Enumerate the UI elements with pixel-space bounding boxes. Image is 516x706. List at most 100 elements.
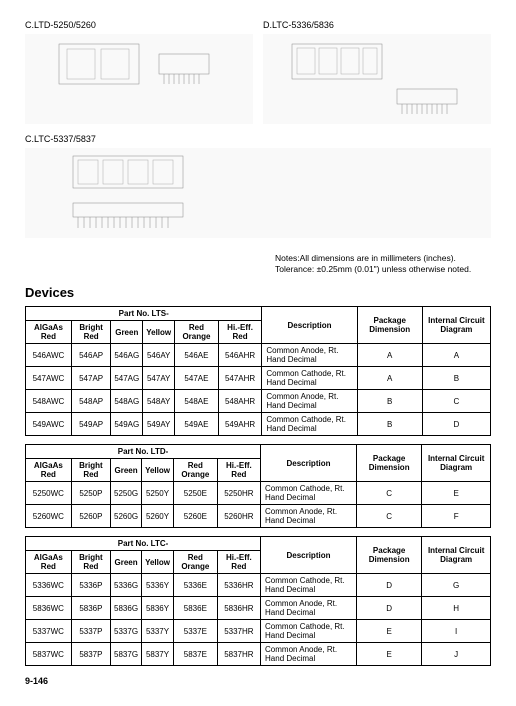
t3-h-c6: Hi.-Eff. Red: [217, 551, 260, 574]
table-lts: Part No. LTS- Description Package Dimens…: [25, 306, 491, 436]
cell: 547AWC: [26, 367, 72, 390]
cell-desc: Common Anode, Rt. Hand Decimal: [261, 505, 357, 528]
t1-h-int: Internal Circuit Diagram: [422, 307, 490, 344]
t2-h-int: Internal Circuit Diagram: [422, 445, 491, 482]
cell: 546AHR: [218, 344, 262, 367]
cell: C: [422, 390, 490, 413]
cell: 5837HR: [217, 643, 260, 666]
cell: 5836P: [71, 597, 110, 620]
cell: 5836HR: [217, 597, 260, 620]
cell: 5260HR: [217, 505, 260, 528]
table-row: 5836WC5836P5836G5836Y5836E5836HRCommon A…: [26, 597, 491, 620]
cell: E: [356, 620, 421, 643]
cell: 549AHR: [218, 413, 262, 436]
cell: 5337Y: [142, 620, 174, 643]
cell: 547AY: [143, 367, 175, 390]
t3-h-c2: Bright Red: [71, 551, 110, 574]
cell: A: [357, 344, 422, 367]
page-number: 9-146: [25, 676, 491, 686]
cell: B: [422, 367, 490, 390]
t2-h-c1: AlGaAs Red: [26, 459, 72, 482]
t3-h-c3: Green: [111, 551, 142, 574]
cell: E: [356, 643, 421, 666]
cell: 548AP: [71, 390, 110, 413]
cell: 5260E: [173, 505, 217, 528]
table-row: 5837WC5837P5837G5837Y5837E5837HRCommon A…: [26, 643, 491, 666]
t2-partno: Part No. LTD-: [26, 445, 261, 459]
cell: I: [422, 620, 491, 643]
cell: 548AG: [111, 390, 143, 413]
cell-desc: Common Cathode, Rt. Hand Decimal: [261, 620, 357, 643]
cell: 548AY: [143, 390, 175, 413]
cell: 5250HR: [217, 482, 260, 505]
table-row: 5337WC5337P5337G5337Y5337E5337HRCommon C…: [26, 620, 491, 643]
diagram-c-figure: [25, 148, 491, 238]
cell: 5836E: [173, 597, 217, 620]
cell: E: [422, 482, 491, 505]
diagram-b-title: D.LTC-5336/5836: [263, 20, 491, 30]
diagram-c-title: C.LTC-5337/5837: [25, 134, 491, 144]
cell: 5337HR: [217, 620, 260, 643]
cell: 5337WC: [26, 620, 72, 643]
cell: D: [356, 574, 421, 597]
table-ltd: Part No. LTD- Description Package Dimens…: [25, 444, 491, 528]
cell: 5250G: [111, 482, 142, 505]
t3-h-c1: AlGaAs Red: [26, 551, 72, 574]
table-row: 548AWC548AP548AG548AY548AE548AHRCommon A…: [26, 390, 491, 413]
diagram-b: D.LTC-5336/5836: [263, 20, 491, 124]
cell: 546AY: [143, 344, 175, 367]
t3-body: 5336WC5336P5336G5336Y5336E5336HRCommon C…: [26, 574, 491, 666]
cell: D: [356, 597, 421, 620]
cell: F: [422, 505, 491, 528]
cell: 546AP: [71, 344, 110, 367]
cell: D: [422, 413, 490, 436]
diagram-a-figure: [25, 34, 253, 124]
t2-h-c6: Hi.-Eff. Red: [217, 459, 260, 482]
cell: 5836WC: [26, 597, 72, 620]
table-row: 546AWC546AP546AG546AY546AE546AHRCommon A…: [26, 344, 491, 367]
t1-h-c4: Yellow: [143, 321, 175, 344]
cell: 546AE: [175, 344, 219, 367]
t3-h-c4: Yellow: [142, 551, 174, 574]
t2-h-pkg: Package Dimension: [356, 445, 421, 482]
t3-h-c5: Red Orange: [173, 551, 217, 574]
table-row: 5336WC5336P5336G5336Y5336E5336HRCommon C…: [26, 574, 491, 597]
diagram-c: C.LTC-5337/5837: [25, 134, 491, 238]
cell: 5336G: [111, 574, 142, 597]
cell: 5250E: [173, 482, 217, 505]
cell-desc: Common Anode, Rt. Hand Decimal: [262, 344, 357, 367]
cell-desc: Common Cathode, Rt. Hand Decimal: [262, 367, 357, 390]
t2-h-c3: Green: [111, 459, 142, 482]
cell: 5836Y: [142, 597, 174, 620]
cell: 5337E: [173, 620, 217, 643]
t1-body: 546AWC546AP546AG546AY546AE546AHRCommon A…: [26, 344, 491, 436]
cell: 5336WC: [26, 574, 72, 597]
cell: 5336E: [173, 574, 217, 597]
table-ltc: Part No. LTC- Description Package Dimens…: [25, 536, 491, 666]
table-row: 547AWC547AP547AG547AY547AE547AHRCommon C…: [26, 367, 491, 390]
cell: 5837G: [111, 643, 142, 666]
cell: 547AG: [111, 367, 143, 390]
t1-h-desc: Description: [262, 307, 357, 344]
t1-h-c2: Bright Red: [71, 321, 110, 344]
cell: A: [422, 344, 490, 367]
devices-heading: Devices: [25, 285, 491, 300]
cell: 547AHR: [218, 367, 262, 390]
cell: 549AWC: [26, 413, 72, 436]
cell: G: [422, 574, 491, 597]
cell: B: [357, 390, 422, 413]
t1-h-pkg: Package Dimension: [357, 307, 422, 344]
cell: 547AE: [175, 367, 219, 390]
t2-h-c2: Bright Red: [71, 459, 110, 482]
cell-desc: Common Cathode, Rt. Hand Decimal: [261, 482, 357, 505]
table-row: 549AWC549AP549AG549AY549AE549AHRCommon C…: [26, 413, 491, 436]
cell: 549AE: [175, 413, 219, 436]
cell: 5336Y: [142, 574, 174, 597]
cell: 548AWC: [26, 390, 72, 413]
cell: J: [422, 643, 491, 666]
cell: 5260WC: [26, 505, 72, 528]
cell: 548AHR: [218, 390, 262, 413]
t1-partno: Part No. LTS-: [26, 307, 262, 321]
cell: 547AP: [71, 367, 110, 390]
t3-h-pkg: Package Dimension: [356, 537, 421, 574]
